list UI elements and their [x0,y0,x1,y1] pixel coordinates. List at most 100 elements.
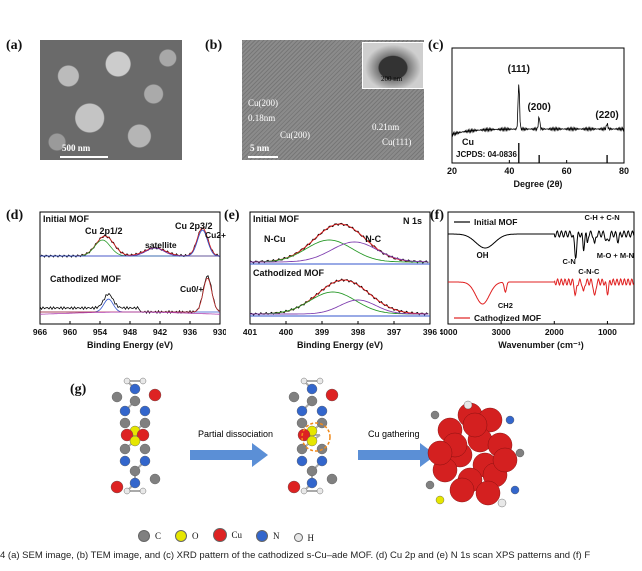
atom-c [149,473,161,485]
atom-c [119,417,131,429]
tem-annot-d-spacing-021: 0.21nm [372,122,400,132]
cu-atom [427,440,453,466]
x-tick-label: 60 [562,166,572,176]
cu-atom [475,480,501,506]
molecule-initial [110,377,162,495]
cu-atom [492,447,518,473]
legend-label: H [307,532,315,543]
legend-item-cu: Cu [212,528,243,542]
label-partial-dissociation: Partial dissociation [198,429,273,439]
panel-f-label: (f) [430,208,444,223]
annot-satellite: satellite [145,240,177,250]
atom-n [129,477,141,489]
legend-label-initial: Initial MOF [474,217,517,227]
tem-annot-cu200-a: Cu(200) [248,98,278,108]
atom-n [306,383,318,395]
series-label-initial: Initial MOF [43,214,90,224]
legend-swatch [293,533,303,542]
label-cu-gathering: Cu gathering [368,429,420,439]
xrd-series-line [451,84,625,138]
atom-c [139,417,151,429]
atom-c [119,443,131,455]
cathodized-baseline [40,311,220,315]
peak-label: (111) [508,64,530,75]
atom-n [316,405,328,417]
legend-label: O [192,531,199,541]
legend-item-n: N [256,530,280,542]
annot-cu2p32: Cu 2p3/2 [175,221,213,231]
atom-n [139,405,151,417]
atom-n [296,455,308,467]
cathodized-component-green [250,291,429,315]
atom-c [288,391,300,403]
ftir-chart: 4000 3000 2000 1000 Wavenumber (cm⁻¹) Initial… [440,211,635,350]
legend-label: Cu [231,530,243,540]
cathodized-mof-line [448,278,635,305]
x-tick-label: 966 [33,327,47,337]
atom-n [306,477,318,489]
cathodized-mof-line [249,278,429,316]
ligand-atom [515,448,525,458]
tem-annot-cu200-b: Cu(200) [280,130,310,140]
annot-cu2plus: Cu2+ [205,230,226,240]
panel-d-label: (d) [6,208,24,223]
x-tick-label: 396 [423,327,437,337]
legend-item-h: H [293,532,315,543]
atom-h [123,487,131,495]
initial-component-green [40,239,220,257]
tem-annot-cu111: Cu(111) [382,137,412,147]
atom-legend: C O Cu N H [138,528,328,544]
series-label-cathodized: Cathodized MOF [253,268,324,278]
dissociation-highlight-circle [301,422,331,452]
atom-c [296,443,308,455]
atom-c [306,395,318,407]
x-axis-label: Binding Energy (eV) [87,340,173,350]
x-tick-label: 936 [183,327,197,337]
annot-ch-cn: C-H + C-N [585,213,620,222]
plot-frame [447,211,635,325]
arrow-cu-gathering [358,443,436,467]
tem-image: 200 nm Cu(200) 0.18nm Cu(200) 0.21nm Cu(… [242,40,424,160]
atom-h [139,487,147,495]
atom-h [139,377,147,385]
x-tick-label: 398 [351,327,365,337]
initial-component-nc [250,239,429,263]
panel-g-label: (g) [70,382,87,397]
atom-h [123,377,131,385]
atom-cu [120,428,134,442]
atom-o [129,435,141,447]
x-axis-label: Wavenumber (cm⁻¹) [498,340,583,350]
atom-n [316,455,328,467]
annot-n-cu: N-Cu [264,234,286,244]
ligand-atom [430,410,440,420]
panel-a-label: (a) [6,38,23,53]
atom-n [119,405,131,417]
x-tick-label: 401 [243,327,257,337]
sem-image: 500 nm [40,40,182,160]
cu-atom [449,477,475,503]
reference-card: JCPDS: 04-0836 [456,150,517,159]
legend-label-cathodized: Cathodized MOF [474,313,541,323]
atom-c [111,391,123,403]
x-tick-label: 397 [387,327,401,337]
initial-component-ncu [250,241,429,263]
initial-mof-line [39,226,221,258]
x-tick-label: 954 [93,327,107,337]
atom-h [316,487,324,495]
plot-frame [451,47,625,164]
annot-cu2p12: Cu 2p1/2 [85,226,123,236]
x-tick-label: 80 [619,166,629,176]
annot-oh: OH [477,251,489,260]
figure-caption: 4 (a) SEM image, (b) TEM image, and (c) … [0,550,591,561]
legend-label: C [155,531,162,541]
panel-c-label: (c) [428,38,444,53]
annot-cn: C-N [562,257,575,266]
cathodized-mof-fit [249,279,429,315]
cathodized-component-purple [250,299,429,315]
series-label-initial: Initial MOF [253,214,300,224]
x-tick-label: 2000 [545,327,564,337]
atom-n [139,455,151,467]
ligand-atom [510,485,520,495]
ligand-atom [463,400,473,410]
initial-mof-line [448,230,635,260]
